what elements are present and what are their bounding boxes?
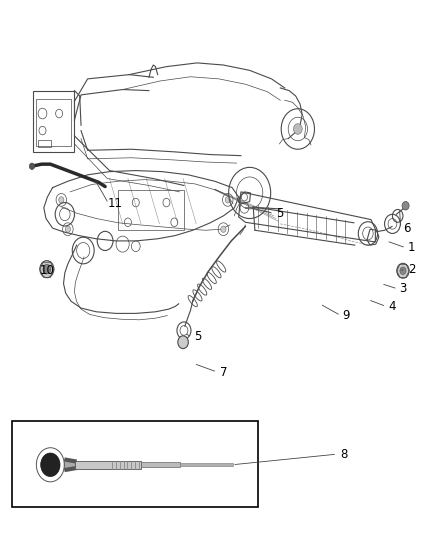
Bar — [33, 91, 74, 152]
Circle shape — [397, 263, 409, 278]
Circle shape — [402, 201, 409, 210]
Circle shape — [221, 226, 226, 232]
Polygon shape — [64, 459, 77, 470]
Circle shape — [225, 197, 230, 203]
Bar — [36, 99, 71, 146]
Text: 9: 9 — [342, 309, 350, 322]
Text: 5: 5 — [194, 330, 201, 343]
Circle shape — [41, 453, 60, 477]
Text: 6: 6 — [403, 222, 410, 235]
Bar — [180, 463, 233, 466]
Text: 7: 7 — [219, 366, 227, 378]
Text: 3: 3 — [399, 282, 406, 295]
Bar — [141, 462, 180, 467]
Bar — [38, 140, 51, 147]
Text: 2: 2 — [408, 263, 416, 276]
Text: 5: 5 — [276, 207, 283, 220]
Bar — [118, 190, 184, 230]
Circle shape — [59, 197, 64, 203]
Text: 8: 8 — [340, 448, 347, 461]
Circle shape — [400, 267, 406, 274]
Text: 1: 1 — [408, 241, 416, 254]
Text: 4: 4 — [388, 300, 396, 313]
Bar — [75, 461, 141, 469]
Circle shape — [43, 264, 51, 274]
Circle shape — [40, 261, 54, 278]
Circle shape — [65, 226, 71, 232]
Circle shape — [293, 124, 302, 134]
Circle shape — [178, 336, 188, 349]
Text: 10: 10 — [39, 264, 54, 277]
Bar — [12, 421, 258, 507]
Circle shape — [29, 163, 35, 169]
Text: 11: 11 — [107, 197, 122, 210]
